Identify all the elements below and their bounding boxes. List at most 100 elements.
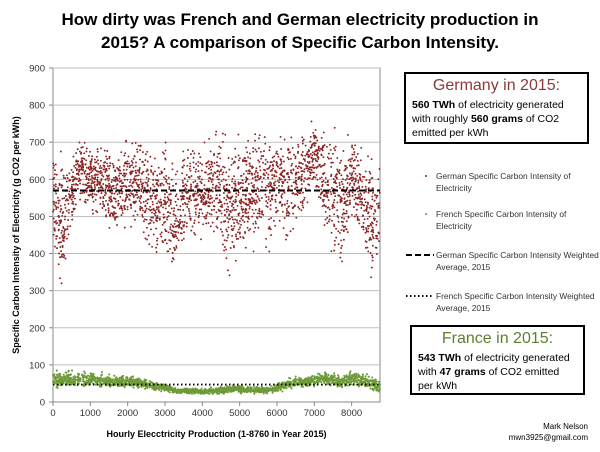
german-point bbox=[250, 182, 253, 185]
german-point bbox=[346, 174, 348, 177]
german-point bbox=[333, 192, 336, 195]
german-point bbox=[222, 187, 225, 189]
french-point bbox=[82, 378, 85, 381]
german-point bbox=[68, 195, 71, 198]
french-point bbox=[356, 376, 360, 379]
french-point bbox=[154, 388, 157, 391]
german-point bbox=[123, 178, 126, 181]
german-point bbox=[337, 230, 340, 233]
german-point bbox=[104, 178, 107, 181]
german-point bbox=[102, 195, 105, 198]
german-point bbox=[135, 161, 137, 164]
german-point bbox=[341, 183, 344, 186]
german-point bbox=[296, 167, 299, 170]
german-point bbox=[223, 249, 225, 252]
german-point bbox=[165, 180, 168, 183]
german-point bbox=[364, 170, 367, 173]
german-point bbox=[281, 203, 284, 206]
german-point bbox=[324, 177, 327, 179]
german-point bbox=[108, 157, 111, 160]
german-point bbox=[174, 248, 176, 251]
german-point bbox=[234, 183, 237, 185]
german-point bbox=[194, 211, 197, 214]
german-point bbox=[80, 151, 83, 154]
german-point bbox=[143, 187, 146, 190]
german-point bbox=[301, 136, 304, 139]
german-point bbox=[248, 162, 251, 165]
german-point bbox=[348, 201, 351, 204]
german-point bbox=[80, 168, 82, 171]
german-point bbox=[175, 193, 178, 196]
german-point bbox=[215, 130, 218, 133]
german-point bbox=[254, 133, 257, 136]
german-point bbox=[109, 214, 112, 217]
german-point bbox=[367, 187, 370, 190]
german-point bbox=[283, 203, 286, 206]
x-tick-label: 6000 bbox=[266, 408, 287, 419]
german-point bbox=[75, 152, 78, 155]
german-point bbox=[359, 195, 361, 198]
german-point bbox=[246, 177, 249, 180]
german-point bbox=[322, 173, 325, 176]
german-point bbox=[158, 211, 161, 214]
german-point bbox=[346, 187, 349, 190]
german-point bbox=[199, 180, 202, 183]
german-point bbox=[148, 190, 151, 193]
german-point bbox=[159, 233, 162, 236]
german-point bbox=[241, 219, 244, 222]
german-point bbox=[71, 176, 73, 179]
german-point bbox=[184, 187, 187, 190]
german-point bbox=[225, 257, 228, 260]
german-point bbox=[249, 157, 252, 160]
german-point bbox=[139, 197, 142, 200]
german-point bbox=[209, 166, 212, 168]
german-point bbox=[206, 211, 209, 214]
german-point bbox=[179, 214, 182, 217]
german-point bbox=[182, 209, 185, 212]
german-point bbox=[56, 247, 58, 250]
german-point bbox=[80, 160, 83, 163]
german-point bbox=[172, 209, 175, 212]
german-point bbox=[252, 150, 255, 153]
german-point bbox=[368, 224, 371, 227]
german-point bbox=[285, 207, 288, 210]
german-point bbox=[131, 185, 134, 188]
german-point bbox=[347, 216, 350, 219]
german-point bbox=[345, 228, 348, 231]
german-point bbox=[326, 216, 329, 219]
x-tick-label: 5000 bbox=[229, 408, 250, 419]
german-point bbox=[235, 208, 237, 211]
german-point bbox=[286, 209, 288, 212]
german-point bbox=[301, 173, 303, 176]
german-point bbox=[265, 200, 268, 203]
german-point bbox=[230, 163, 233, 166]
french-point bbox=[177, 389, 180, 392]
german-point bbox=[122, 168, 125, 171]
german-point bbox=[341, 244, 343, 247]
german-point bbox=[256, 176, 259, 179]
french-point bbox=[128, 379, 131, 382]
german-point bbox=[258, 190, 260, 193]
german-point bbox=[272, 164, 275, 167]
french-point bbox=[67, 378, 70, 381]
german-point bbox=[267, 167, 270, 170]
german-point bbox=[163, 168, 166, 170]
german-point bbox=[320, 153, 323, 156]
german-point bbox=[330, 186, 333, 189]
german-point bbox=[323, 193, 326, 196]
german-point bbox=[356, 187, 359, 190]
german-point bbox=[333, 181, 335, 184]
german-point bbox=[322, 200, 325, 203]
german-point bbox=[356, 203, 359, 206]
german-point bbox=[228, 184, 231, 186]
french-point bbox=[81, 374, 84, 377]
german-point bbox=[55, 192, 58, 195]
german-point bbox=[293, 153, 295, 156]
german-point bbox=[315, 154, 318, 156]
german-point bbox=[53, 176, 56, 179]
german-point bbox=[304, 144, 307, 147]
german-point bbox=[342, 178, 344, 181]
german-point bbox=[168, 187, 171, 190]
german-point bbox=[189, 165, 192, 168]
german-point bbox=[333, 213, 336, 216]
